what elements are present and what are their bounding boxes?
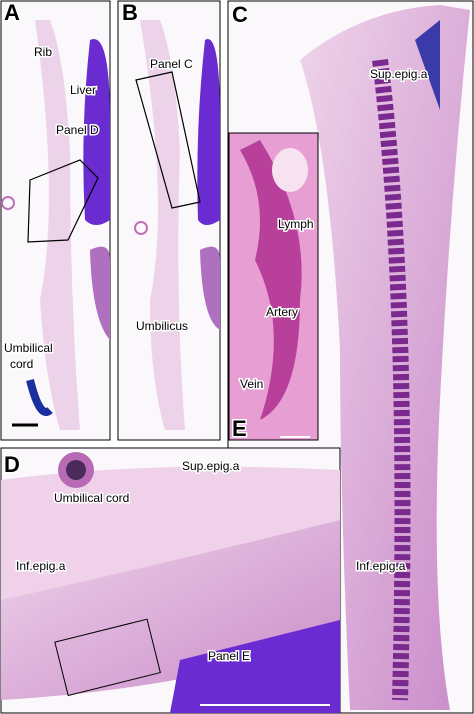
panel-e bbox=[228, 132, 319, 441]
panel-c bbox=[227, 0, 474, 714]
label: Umbilical bbox=[4, 341, 53, 355]
label: Lymph bbox=[278, 217, 314, 231]
label: Panel D bbox=[56, 123, 99, 137]
label: Liver bbox=[70, 83, 96, 97]
label: cord bbox=[10, 357, 33, 371]
panel-letter: C bbox=[232, 2, 248, 27]
label: Vein bbox=[240, 377, 263, 391]
label: Panel C bbox=[150, 57, 193, 71]
panel-letter: B bbox=[122, 0, 138, 25]
panel-letter: D bbox=[4, 452, 20, 477]
label: Inf.epig.a bbox=[16, 559, 66, 573]
label: Panel E bbox=[208, 649, 250, 663]
panel-d bbox=[0, 447, 341, 714]
label: Umbilicus bbox=[136, 319, 188, 333]
label: Rib bbox=[34, 45, 52, 59]
panel-a bbox=[0, 0, 111, 441]
labels: A Rib Liver Panel D Umbilical cord B Panel C Umb… bbox=[3, 0, 430, 665]
panel-letter: A bbox=[4, 0, 20, 25]
panel-letter: E bbox=[232, 416, 247, 441]
label: Sup.epig.a bbox=[370, 67, 428, 81]
panel-b bbox=[117, 0, 221, 441]
label: Sup.epig.a bbox=[182, 459, 240, 473]
label: Inf.epig.a bbox=[356, 559, 406, 573]
label: Umbilical cord bbox=[54, 491, 129, 505]
label: Artery bbox=[266, 305, 298, 319]
